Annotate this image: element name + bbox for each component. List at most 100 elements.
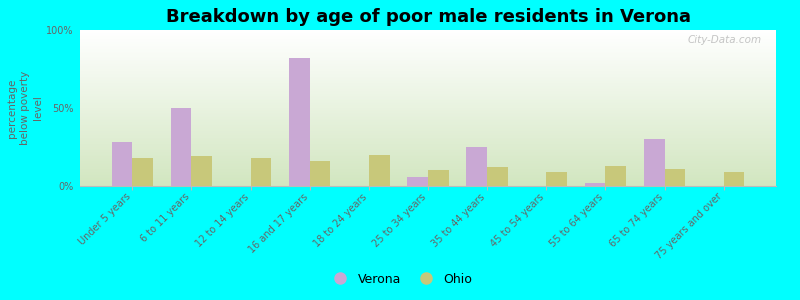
Bar [80,88,776,89]
Bar [80,46,776,47]
Bar [80,94,776,95]
Bar [170,108,191,186]
Bar [80,41,776,43]
Bar [80,68,776,69]
Bar [80,111,776,113]
Bar [80,75,776,77]
Bar [80,166,776,167]
Bar [80,103,776,105]
Bar [80,170,776,172]
Bar [80,36,776,38]
Bar [585,183,606,186]
Bar [466,147,487,186]
Bar [80,163,776,164]
Bar [80,178,776,180]
Bar [80,127,776,128]
Bar [310,161,330,186]
Bar [644,139,665,186]
Bar [80,183,776,184]
Bar [80,83,776,85]
Y-axis label: percentage
below poverty
level: percentage below poverty level [7,71,43,145]
Bar [80,160,776,161]
Bar [80,184,776,186]
Bar [80,130,776,131]
Bar [80,139,776,141]
Bar [80,61,776,63]
Bar [80,110,776,111]
Bar [80,161,776,163]
Bar [369,155,390,186]
Bar [80,131,776,133]
Bar [80,30,776,31]
Bar [80,144,776,146]
Bar [80,114,776,116]
Bar [80,138,776,139]
Bar [80,117,776,119]
Bar [80,108,776,110]
Bar [80,124,776,125]
Bar [80,167,776,169]
Bar [191,156,212,186]
Bar [80,80,776,82]
Bar [80,172,776,173]
Bar [80,99,776,100]
Bar [428,170,449,186]
Bar [606,166,626,186]
Bar [407,177,428,186]
Bar [80,100,776,102]
Bar [250,158,271,186]
Bar [80,164,776,166]
Bar [80,56,776,58]
Bar [80,147,776,148]
Bar [80,97,776,99]
Bar [80,173,776,175]
Bar [80,52,776,53]
Bar [80,91,776,92]
Bar [80,158,776,160]
Bar [80,148,776,150]
Bar [80,85,776,86]
Bar [80,77,776,78]
Bar [80,152,776,153]
Bar [80,32,776,33]
Bar [80,133,776,134]
Bar [80,63,776,64]
Bar [546,172,567,186]
Bar [80,155,776,156]
Bar [80,141,776,142]
Bar [80,122,776,124]
Bar [80,55,776,56]
Bar [665,169,686,186]
Bar [80,150,776,152]
Bar [80,82,776,83]
Bar [80,38,776,39]
Bar [80,35,776,36]
Bar [80,121,776,122]
Bar [112,142,132,186]
Bar [80,70,776,72]
Bar [80,60,776,61]
Text: City-Data.com: City-Data.com [688,35,762,45]
Bar [80,89,776,91]
Bar [80,128,776,130]
Bar [80,50,776,52]
Bar [80,72,776,74]
Bar [80,47,776,49]
Bar [132,158,153,186]
Bar [80,113,776,114]
Bar [80,69,776,70]
Bar [80,43,776,44]
Bar [80,74,776,75]
Bar [80,44,776,46]
Bar [80,116,776,117]
Bar [80,153,776,155]
Bar [724,172,744,186]
Bar [80,136,776,138]
Bar [80,102,776,103]
Bar [80,58,776,60]
Title: Breakdown by age of poor male residents in Verona: Breakdown by age of poor male residents … [166,8,690,26]
Bar [80,146,776,147]
Bar [80,86,776,88]
Bar [487,167,508,186]
Bar [80,175,776,177]
